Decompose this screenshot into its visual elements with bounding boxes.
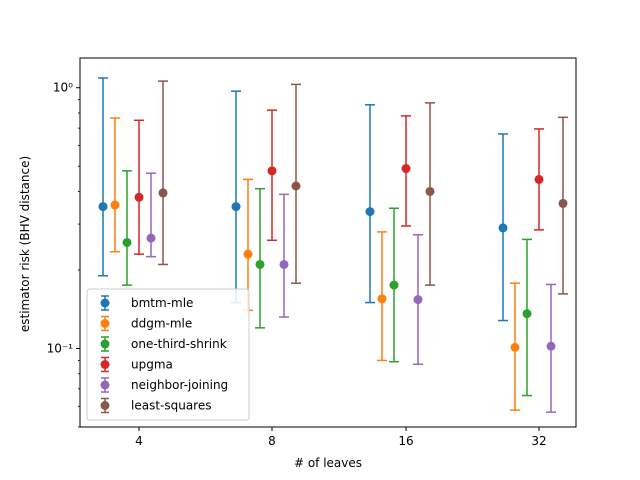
legend-label: bmtm-mle xyxy=(131,296,193,310)
data-point xyxy=(110,200,120,210)
data-point xyxy=(413,295,423,305)
legend-label: neighbor-joining xyxy=(131,378,228,392)
legend-label: least-squares xyxy=(131,399,212,413)
data-point xyxy=(122,237,132,247)
x-tick-label: 16 xyxy=(398,434,413,448)
legend-marker-dot xyxy=(100,401,110,410)
y-axis: 10⁻¹ 10⁰ xyxy=(47,81,80,428)
data-point xyxy=(158,188,168,198)
data-point xyxy=(279,259,289,269)
data-point xyxy=(134,192,144,202)
legend-marker-dot xyxy=(100,339,110,349)
data-point xyxy=(558,198,568,208)
legend-entry-bmtm-mle: bmtm-mle xyxy=(100,295,193,311)
x-tick-label: 4 xyxy=(135,434,143,448)
legend-entry-neighbor-joining: neighbor-joining xyxy=(100,377,228,393)
series-least-squares xyxy=(158,80,568,295)
data-point xyxy=(425,186,435,196)
data-point xyxy=(267,166,277,176)
data-point xyxy=(534,174,544,184)
legend-entry-upgma: upgma xyxy=(100,356,173,373)
x-tick-label: 32 xyxy=(531,434,546,448)
legend-label: ddgm-mle xyxy=(131,317,192,331)
legend-marker-dot xyxy=(100,319,110,328)
data-point xyxy=(243,249,253,259)
legend-marker-dot xyxy=(100,380,110,390)
y-axis-label: estimator risk (BHV distance) xyxy=(18,156,32,332)
data-point xyxy=(231,202,241,212)
legend-entry-least-squares: least-squares xyxy=(100,397,212,414)
data-point xyxy=(510,342,520,352)
data-point xyxy=(377,294,387,304)
data-point xyxy=(98,202,108,212)
data-point xyxy=(522,309,532,319)
data-point xyxy=(401,164,411,174)
y-tick-label: 10⁻¹ xyxy=(47,341,74,355)
data-point xyxy=(365,207,375,217)
legend-marker-dot xyxy=(100,360,110,369)
x-tick-label: 8 xyxy=(268,434,276,448)
data-point xyxy=(389,280,399,290)
legend-label: one-third-shrink xyxy=(131,337,227,351)
y-tick-label: 10⁰ xyxy=(53,81,73,95)
series-one-third-shrink xyxy=(122,170,532,397)
series-neighbor-joining xyxy=(146,172,556,413)
legend-label: upgma xyxy=(131,358,173,372)
legend: bmtm-mle ddgm-mle one-third-shrink upgma nei… xyxy=(86,288,250,421)
data-point xyxy=(546,341,556,351)
legend-frame xyxy=(86,288,250,421)
legend-entry-one-third-shrink: one-third-shrink xyxy=(100,336,227,352)
x-axis-label: # of leaves xyxy=(294,456,362,470)
data-point xyxy=(255,259,265,269)
series-layer xyxy=(98,77,568,413)
x-axis: 4 8 16 32 xyxy=(135,427,547,448)
data-point xyxy=(498,223,508,233)
legend-marker-dot xyxy=(100,298,110,308)
legend-entry-ddgm-mle: ddgm-mle xyxy=(100,315,192,332)
data-point xyxy=(291,181,301,191)
series-ddgm-mle xyxy=(110,117,520,411)
series-upgma xyxy=(134,109,544,255)
data-point xyxy=(146,233,156,243)
